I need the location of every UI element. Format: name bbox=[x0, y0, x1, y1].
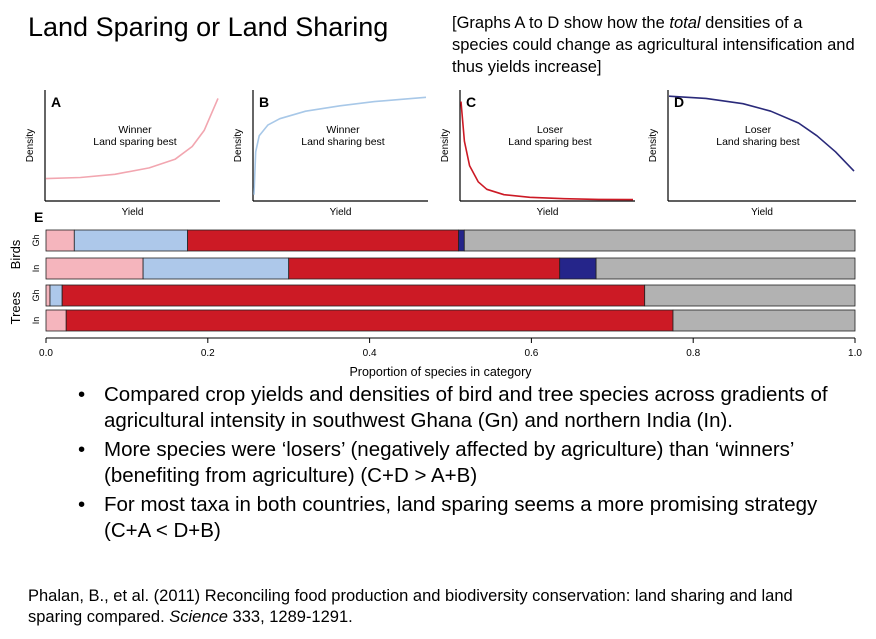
bar-segment bbox=[45, 309, 67, 332]
bar-segment bbox=[595, 257, 856, 280]
bar-segment bbox=[49, 284, 63, 307]
row-label: In bbox=[31, 317, 41, 325]
panel-e-letter: E bbox=[34, 209, 43, 225]
panel-a-xlabel: Yield bbox=[122, 207, 144, 218]
x-tick-label: 1.0 bbox=[848, 348, 862, 359]
x-tick-label: 0.2 bbox=[201, 348, 215, 359]
citation: Phalan, B., et al. (2011) Reconciling fo… bbox=[28, 586, 848, 628]
x-tick-label: 0.0 bbox=[39, 348, 53, 359]
bullet-item: • More species were ‘losers’ (negatively … bbox=[78, 437, 838, 488]
bar-segment bbox=[187, 229, 460, 252]
panel-b-label-line1: Winner bbox=[326, 124, 360, 136]
panel-d-xlabel: Yield bbox=[751, 207, 773, 218]
citation-text-start: Phalan, B., et al. (2011) Reconciling fo… bbox=[28, 587, 793, 626]
row-label: In bbox=[31, 265, 41, 273]
panel-b-curve bbox=[253, 96, 427, 195]
note-text-emphasis: total bbox=[669, 14, 701, 32]
graphs-note: [Graphs A to D show how the total densit… bbox=[452, 12, 862, 78]
panel-e-xlabel: Proportion of species in category bbox=[349, 365, 532, 379]
bar-segment bbox=[45, 229, 75, 252]
panel-b-xlabel: Yield bbox=[330, 207, 352, 218]
citation-journal: Science bbox=[169, 608, 228, 626]
bullet-item: • Compared crop yields and densities of b… bbox=[78, 382, 838, 433]
panel-a-ylabel: Density bbox=[25, 129, 36, 162]
bar-segment bbox=[463, 229, 856, 252]
bar-segment bbox=[288, 257, 561, 280]
note-text-start: [Graphs A to D show how the bbox=[452, 14, 670, 32]
bullet-list: • Compared crop yields and densities of b… bbox=[78, 382, 838, 547]
panel-c-label-line1: Loser bbox=[537, 124, 564, 136]
panel-a-label-line1: Winner bbox=[118, 124, 152, 136]
bar-segment bbox=[61, 284, 646, 307]
bullet-dot: • bbox=[78, 493, 86, 516]
panel-d-curve bbox=[668, 95, 855, 172]
bullet-text: More species were ‘losers’ (negatively a… bbox=[104, 438, 794, 487]
group-label: Trees bbox=[8, 291, 23, 324]
slide-title: Land Sparing or Land Sharing bbox=[28, 12, 389, 42]
bar-segment bbox=[559, 257, 597, 280]
bar-segment bbox=[45, 257, 144, 280]
bar-segment bbox=[644, 284, 856, 307]
bar-segment bbox=[142, 257, 290, 280]
panel-d-label-line1: Loser bbox=[745, 124, 772, 136]
panel-b-letter: B bbox=[259, 94, 269, 110]
row-label: Gh bbox=[31, 234, 41, 246]
panel-b-ylabel: Density bbox=[233, 129, 244, 162]
panel-d-ylabel: Density bbox=[648, 129, 659, 162]
panel-c-label-line2: Land sparing best bbox=[508, 136, 592, 148]
panel-a-curve bbox=[45, 98, 219, 180]
bar-segment bbox=[458, 229, 465, 252]
bullet-item: • For most taxa in both countries, land s… bbox=[78, 492, 838, 543]
bar-segment bbox=[73, 229, 189, 252]
x-tick-label: 0.6 bbox=[524, 348, 538, 359]
bullet-text: For most taxa in both countries, land sp… bbox=[104, 493, 818, 542]
bar-segment bbox=[65, 309, 674, 332]
citation-text-end: 333, 1289-1291. bbox=[227, 608, 353, 626]
bar-segment bbox=[672, 309, 856, 332]
panel-c-letter: C bbox=[466, 94, 476, 110]
row-label: Gh bbox=[31, 289, 41, 301]
x-tick-label: 0.8 bbox=[686, 348, 700, 359]
panel-b-label-line2: Land sharing best bbox=[301, 136, 385, 148]
bullet-dot: • bbox=[78, 438, 86, 461]
panel-c-curve bbox=[460, 101, 634, 201]
panel-c-ylabel: Density bbox=[440, 129, 451, 162]
panel-a-letter: A bbox=[51, 94, 61, 110]
bar-segment bbox=[45, 284, 51, 307]
x-tick-label: 0.4 bbox=[363, 348, 377, 359]
panel-d-label-line2: Land sharing best bbox=[716, 136, 800, 148]
bullet-text: Compared crop yields and densities of bi… bbox=[104, 383, 828, 432]
panel-a-label-line2: Land sparing best bbox=[93, 136, 177, 148]
note-text-end: densities of a species could change as a… bbox=[452, 14, 855, 76]
bullet-dot: • bbox=[78, 383, 86, 406]
panel-c-xlabel: Yield bbox=[537, 207, 559, 218]
panel-d-letter: D bbox=[674, 94, 684, 110]
group-label: Birds bbox=[8, 239, 23, 269]
